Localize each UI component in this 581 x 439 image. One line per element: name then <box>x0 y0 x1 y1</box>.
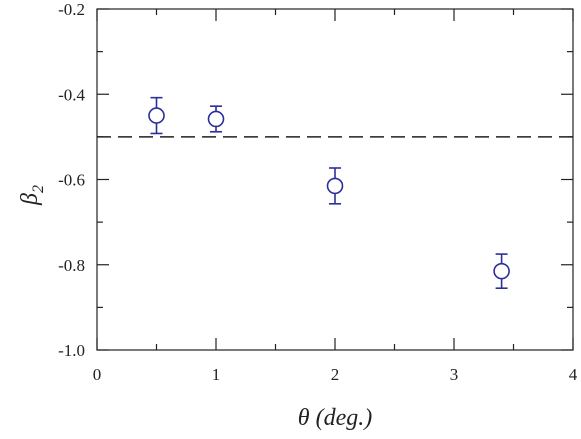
y-axis-label-group: β2 <box>17 185 47 206</box>
x-tick-label: 4 <box>569 365 578 384</box>
point-marker <box>326 177 344 195</box>
data-points <box>148 96 510 289</box>
y-axis-label-symbol: β <box>17 193 43 206</box>
x-tick-label: 0 <box>93 365 102 384</box>
axis-ticks <box>96 8 574 351</box>
x-tick-label: 2 <box>331 365 340 384</box>
y-tick-label: -0.6 <box>58 171 85 190</box>
y-tick-label: -0.2 <box>58 0 85 19</box>
point-marker <box>207 110 225 128</box>
y-tick-label: -0.4 <box>58 85 85 104</box>
point-marker <box>493 262 510 280</box>
y-axis-label-subscript: 2 <box>30 185 47 193</box>
y-axis-label: β2 <box>17 185 47 206</box>
y-tick-label: -1.0 <box>58 341 85 360</box>
point-marker <box>148 107 165 124</box>
data-point <box>493 253 510 289</box>
axis-tick-labels: 0 1 2 3 4 -1.0 -0.8 -0.6 -0.4 -0.2 <box>58 0 578 384</box>
x-tick-label: 1 <box>212 365 221 384</box>
data-point <box>326 167 344 205</box>
data-point <box>148 96 165 135</box>
x-axis-label: θ (deg.) <box>298 405 372 431</box>
data-point <box>207 105 225 133</box>
y-tick-label: -0.8 <box>58 256 85 275</box>
x-tick-label: 3 <box>450 365 459 384</box>
